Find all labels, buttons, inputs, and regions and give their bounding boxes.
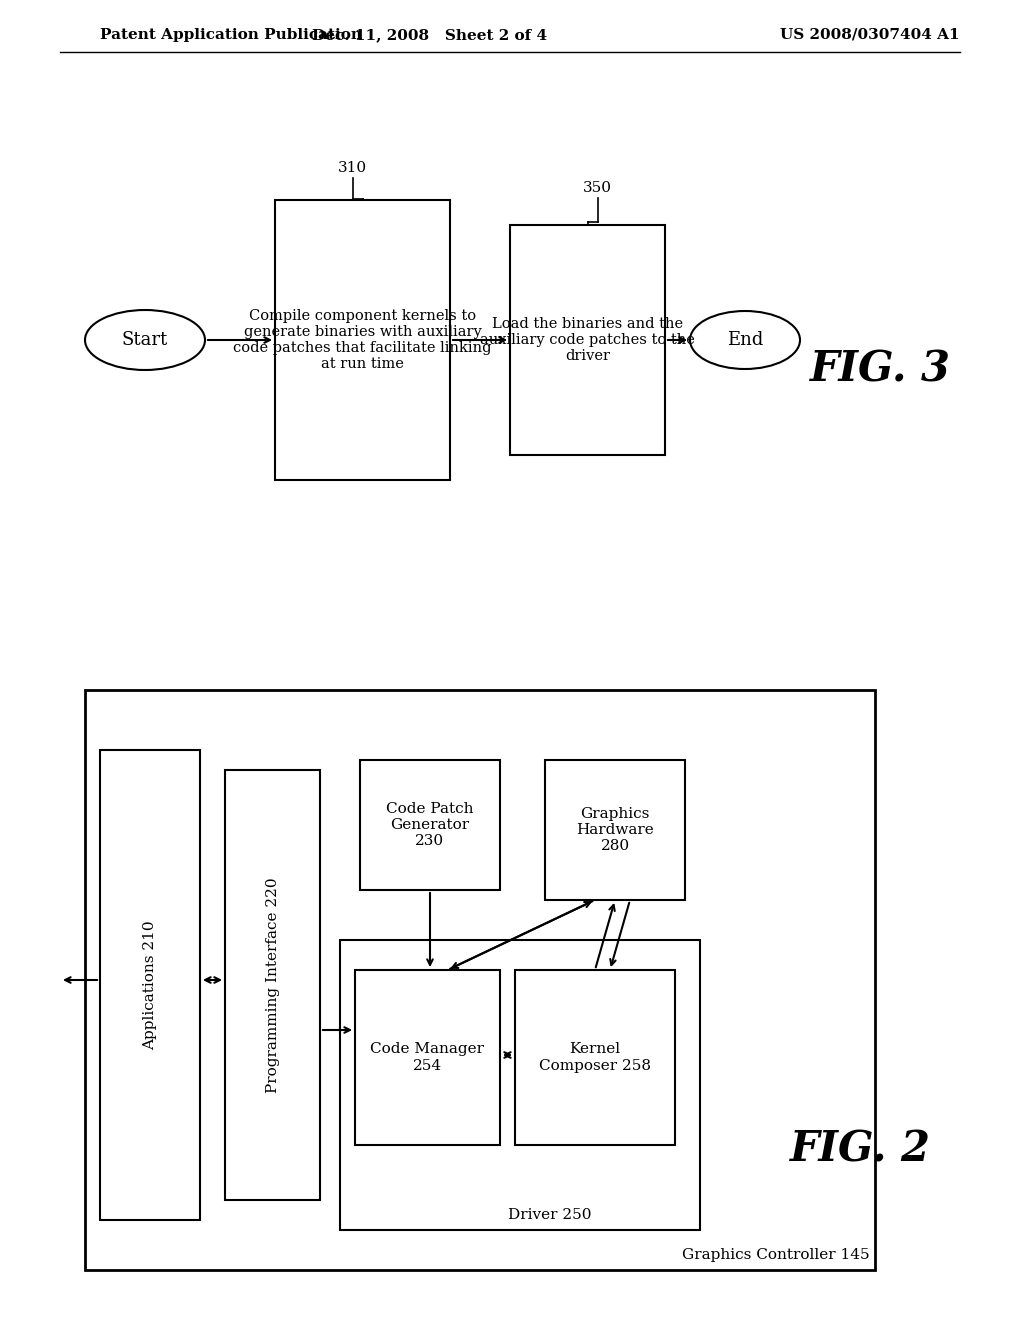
Text: Dec. 11, 2008   Sheet 2 of 4: Dec. 11, 2008 Sheet 2 of 4 — [312, 28, 548, 42]
Text: FIG. 3: FIG. 3 — [810, 348, 951, 391]
FancyBboxPatch shape — [515, 970, 675, 1144]
Text: Code Patch
Generator
230: Code Patch Generator 230 — [386, 801, 474, 849]
Text: Driver 250: Driver 250 — [508, 1208, 592, 1222]
Text: End: End — [727, 331, 763, 348]
Text: 350: 350 — [583, 181, 612, 195]
FancyBboxPatch shape — [355, 970, 500, 1144]
FancyBboxPatch shape — [225, 770, 319, 1200]
Text: Compile component kernels to
generate binaries with auxiliary
code patches that : Compile component kernels to generate bi… — [233, 309, 492, 371]
Text: Start: Start — [122, 331, 168, 348]
Text: Applications 210: Applications 210 — [143, 920, 157, 1049]
FancyBboxPatch shape — [360, 760, 500, 890]
Ellipse shape — [690, 312, 800, 370]
Text: 310: 310 — [338, 161, 367, 176]
FancyBboxPatch shape — [100, 750, 200, 1220]
Text: FIG. 2: FIG. 2 — [790, 1129, 931, 1171]
Text: Graphics
Hardware
280: Graphics Hardware 280 — [577, 807, 654, 853]
FancyBboxPatch shape — [85, 690, 874, 1270]
Ellipse shape — [85, 310, 205, 370]
Text: Graphics Controller 145: Graphics Controller 145 — [682, 1247, 870, 1262]
Text: Kernel
Composer 258: Kernel Composer 258 — [539, 1043, 651, 1073]
FancyBboxPatch shape — [545, 760, 685, 900]
Text: Load the binaries and the
auxiliary code patches to the
driver: Load the binaries and the auxiliary code… — [480, 317, 695, 363]
FancyBboxPatch shape — [275, 201, 450, 480]
Text: Code Manager
254: Code Manager 254 — [371, 1043, 484, 1073]
Text: Patent Application Publication: Patent Application Publication — [100, 28, 362, 42]
Text: US 2008/0307404 A1: US 2008/0307404 A1 — [780, 28, 959, 42]
FancyBboxPatch shape — [340, 940, 700, 1230]
Text: Programming Interface 220: Programming Interface 220 — [265, 878, 280, 1093]
FancyBboxPatch shape — [510, 224, 665, 455]
